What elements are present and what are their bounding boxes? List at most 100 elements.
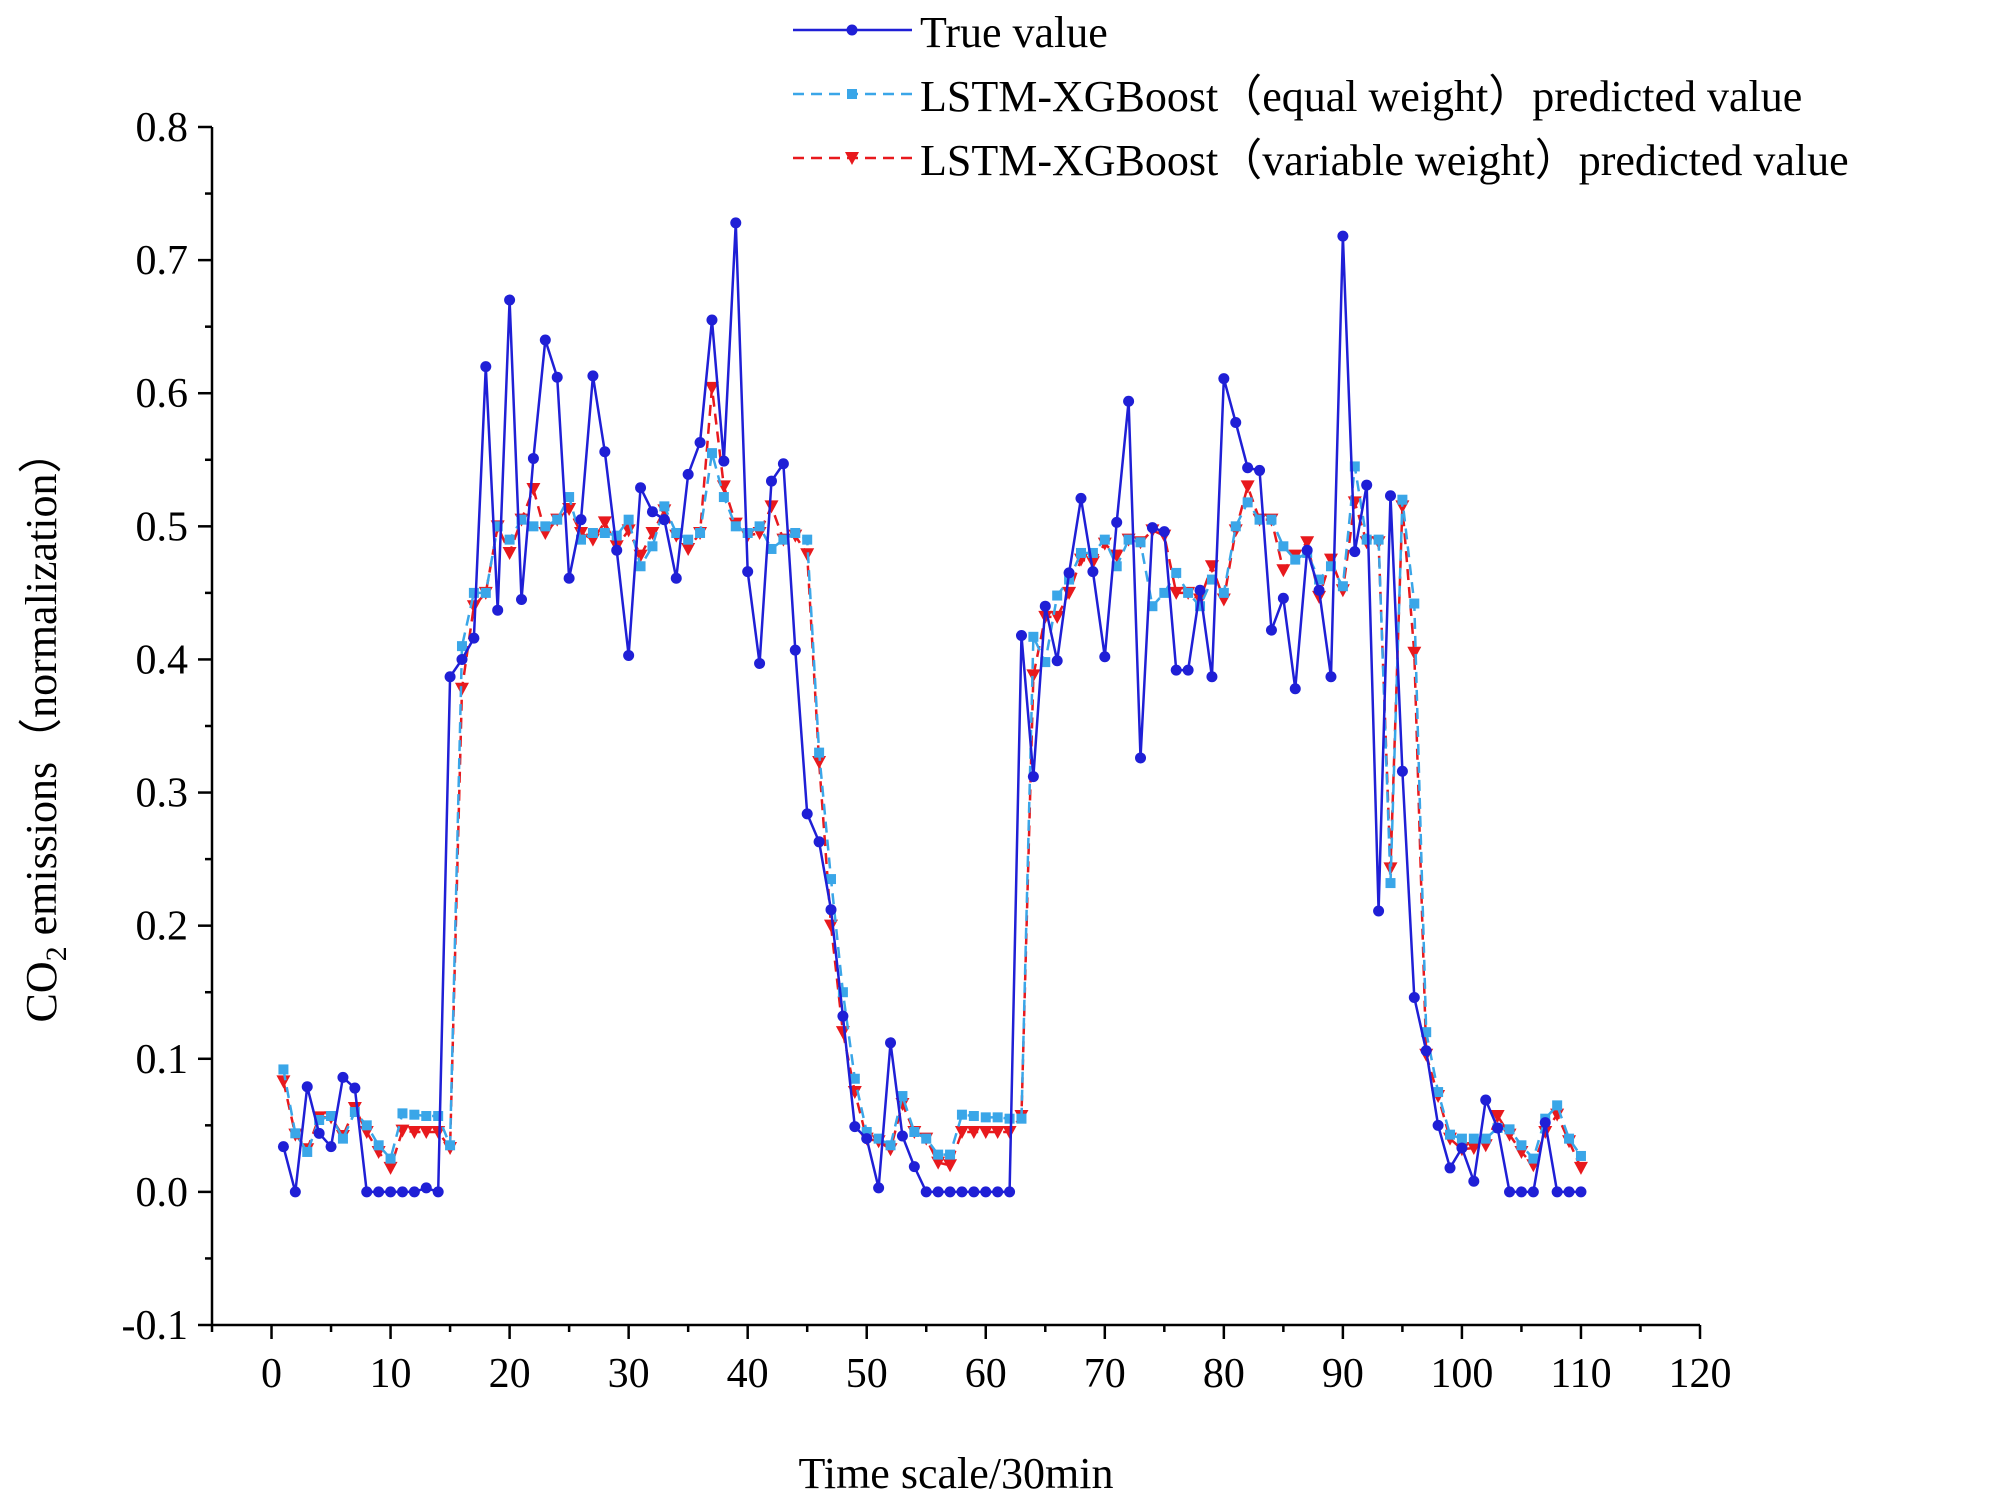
data-point-equal-weight bbox=[647, 541, 658, 552]
data-point-variable-weight bbox=[383, 1161, 398, 1175]
data-point-true-value bbox=[1337, 230, 1349, 242]
data-point-true-value bbox=[289, 1186, 301, 1198]
data-point-true-value bbox=[1468, 1175, 1480, 1187]
legend-marker bbox=[845, 152, 859, 165]
data-point-variable-weight bbox=[681, 542, 696, 556]
x-tick-label: 90 bbox=[1322, 1351, 1364, 1397]
legend-entry-equal-weight: LSTM-XGBoost（equal weight）predicted valu… bbox=[793, 72, 1802, 121]
data-point-equal-weight bbox=[326, 1111, 337, 1122]
data-point-variable-weight bbox=[1407, 646, 1422, 660]
data-point-equal-weight bbox=[945, 1149, 956, 1160]
data-point-variable-weight bbox=[597, 516, 612, 530]
data-point-true-value bbox=[1408, 992, 1420, 1004]
data-point-true-value bbox=[623, 649, 635, 661]
data-point-true-value bbox=[1099, 651, 1111, 663]
data-point-variable-weight bbox=[1490, 1110, 1505, 1124]
data-point-equal-weight bbox=[564, 492, 575, 503]
data-point-equal-weight bbox=[385, 1153, 396, 1164]
data-point-equal-weight bbox=[468, 587, 479, 598]
data-point-true-value bbox=[492, 604, 504, 616]
data-point-true-value bbox=[396, 1186, 408, 1198]
data-point-equal-weight bbox=[1075, 547, 1086, 558]
data-point-variable-weight bbox=[1573, 1161, 1588, 1175]
data-point-equal-weight bbox=[1004, 1113, 1015, 1124]
data-point-equal-weight bbox=[1171, 567, 1182, 578]
data-point-true-value bbox=[706, 314, 718, 326]
data-point-true-value bbox=[789, 644, 801, 656]
series-equal-weight bbox=[278, 448, 1586, 1164]
data-point-true-value bbox=[1575, 1186, 1587, 1198]
data-point-equal-weight bbox=[968, 1111, 979, 1122]
data-point-true-value bbox=[551, 371, 563, 383]
legend-marker bbox=[847, 89, 857, 99]
data-point-true-value bbox=[1194, 584, 1206, 596]
data-point-true-value bbox=[539, 334, 551, 346]
data-point-equal-weight bbox=[766, 543, 777, 554]
data-point-equal-weight bbox=[290, 1128, 301, 1139]
data-point-true-value bbox=[575, 514, 587, 526]
data-point-true-value bbox=[754, 657, 766, 669]
data-point-true-value bbox=[1349, 546, 1361, 558]
data-point-equal-weight bbox=[1052, 590, 1063, 601]
y-tick-label: 0.3 bbox=[136, 771, 189, 817]
data-point-variable-weight bbox=[764, 500, 779, 514]
x-axis-title: Time scale/30min bbox=[799, 1449, 1114, 1498]
x-tick-label: 60 bbox=[965, 1351, 1007, 1397]
data-point-true-value bbox=[1218, 373, 1230, 385]
data-point-true-value bbox=[1123, 395, 1135, 407]
data-point-variable-weight bbox=[704, 381, 719, 395]
data-point-equal-weight bbox=[1516, 1140, 1527, 1151]
x-tick-label: 20 bbox=[489, 1351, 531, 1397]
data-point-equal-weight bbox=[1528, 1153, 1539, 1164]
data-point-equal-weight bbox=[1445, 1129, 1456, 1140]
data-point-equal-weight bbox=[1564, 1133, 1575, 1144]
data-point-equal-weight bbox=[790, 527, 801, 538]
data-point-equal-weight bbox=[1480, 1133, 1491, 1144]
data-point-variable-weight bbox=[1062, 586, 1077, 600]
data-point-true-value bbox=[1182, 664, 1194, 676]
data-point-true-value bbox=[361, 1186, 373, 1198]
data-point-equal-weight bbox=[409, 1109, 420, 1120]
y-tick-label: 0.4 bbox=[136, 637, 189, 683]
data-point-true-value bbox=[1111, 516, 1123, 528]
data-point-true-value bbox=[920, 1186, 932, 1198]
data-point-equal-weight bbox=[1385, 878, 1396, 889]
data-point-variable-weight bbox=[419, 1125, 434, 1139]
data-point-equal-weight bbox=[885, 1140, 896, 1151]
data-point-true-value bbox=[1087, 566, 1099, 578]
data-point-true-value bbox=[1444, 1162, 1456, 1174]
data-point-true-value bbox=[385, 1186, 397, 1198]
data-point-variable-weight bbox=[1240, 480, 1255, 494]
data-point-equal-weight bbox=[873, 1133, 884, 1144]
data-point-variable-weight bbox=[990, 1125, 1005, 1139]
y-axis-title-subscript: 2 bbox=[40, 946, 73, 961]
y-tick-label: 0.0 bbox=[136, 1170, 189, 1216]
data-point-equal-weight bbox=[1159, 587, 1170, 598]
data-point-true-value bbox=[1539, 1117, 1551, 1129]
data-point-variable-weight bbox=[978, 1125, 993, 1139]
data-point-true-value bbox=[325, 1141, 337, 1153]
y-tick-label: -0.1 bbox=[122, 1303, 189, 1349]
data-point-true-value bbox=[765, 475, 777, 487]
data-point-equal-weight bbox=[1290, 554, 1301, 565]
data-point-equal-weight bbox=[278, 1064, 289, 1075]
data-point-equal-weight bbox=[623, 514, 634, 525]
data-point-true-value bbox=[885, 1037, 897, 1049]
data-point-equal-weight bbox=[611, 530, 622, 541]
data-point-true-value bbox=[527, 452, 539, 464]
data-point-true-value bbox=[1075, 492, 1087, 504]
data-point-true-value bbox=[646, 506, 658, 518]
data-point-true-value bbox=[456, 653, 468, 665]
data-point-equal-weight bbox=[373, 1140, 384, 1151]
data-point-equal-weight bbox=[730, 521, 741, 532]
data-point-equal-weight bbox=[1575, 1150, 1586, 1161]
data-point-true-value bbox=[777, 458, 789, 470]
data-point-equal-weight bbox=[1456, 1133, 1467, 1144]
data-point-true-value bbox=[1039, 600, 1051, 612]
data-point-true-value bbox=[1015, 629, 1027, 641]
data-point-true-value bbox=[873, 1182, 885, 1194]
data-point-equal-weight bbox=[1147, 601, 1158, 612]
data-point-variable-weight bbox=[1002, 1125, 1017, 1139]
data-point-equal-weight bbox=[1242, 497, 1253, 508]
data-point-true-value bbox=[1135, 752, 1147, 764]
